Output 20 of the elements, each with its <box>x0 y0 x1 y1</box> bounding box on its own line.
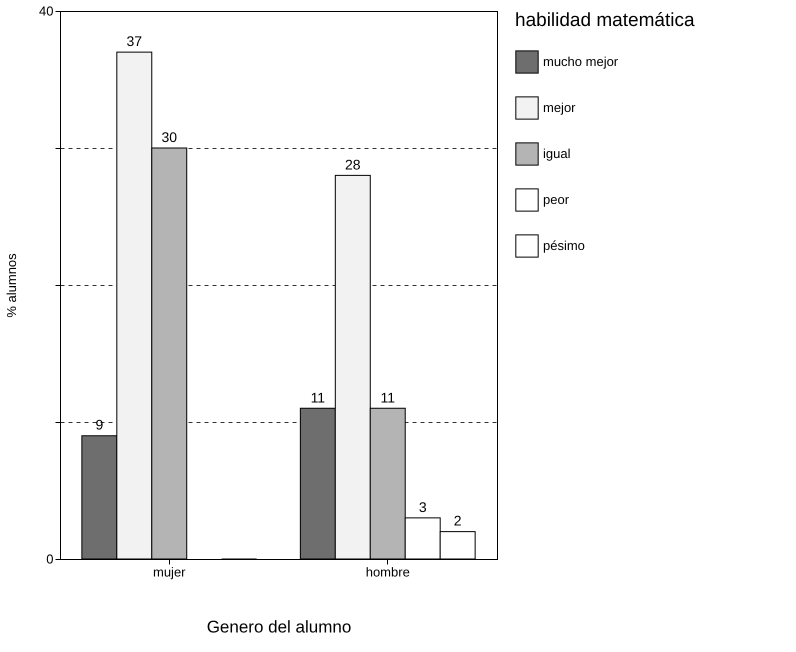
x-tick-label: mujer <box>152 564 186 580</box>
data-label: 11 <box>310 389 326 406</box>
data-label: 2 <box>454 512 462 529</box>
y-axis-title: % alumnos <box>4 252 20 318</box>
data-label: 30 <box>161 129 178 145</box>
legend-label: mejor <box>543 100 576 115</box>
legend-label: peor <box>543 192 570 207</box>
data-label: 28 <box>345 156 361 172</box>
legend-label: igual <box>543 146 571 161</box>
data-label: 37 <box>126 33 142 50</box>
x-tick-label: hombre <box>366 564 410 580</box>
y-tick-label: 0 <box>46 552 54 566</box>
y-tick-label: 40 <box>39 4 54 18</box>
data-label: 9 <box>95 416 104 433</box>
legend-label: pésimo <box>543 238 585 253</box>
legend-label: mucho mejor <box>543 54 619 69</box>
x-axis-title: Genero del alumno <box>206 618 352 636</box>
data-label: 11 <box>380 389 396 406</box>
data-label: 3 <box>418 498 427 515</box>
legend-title: habilidad matemática <box>515 10 695 31</box>
